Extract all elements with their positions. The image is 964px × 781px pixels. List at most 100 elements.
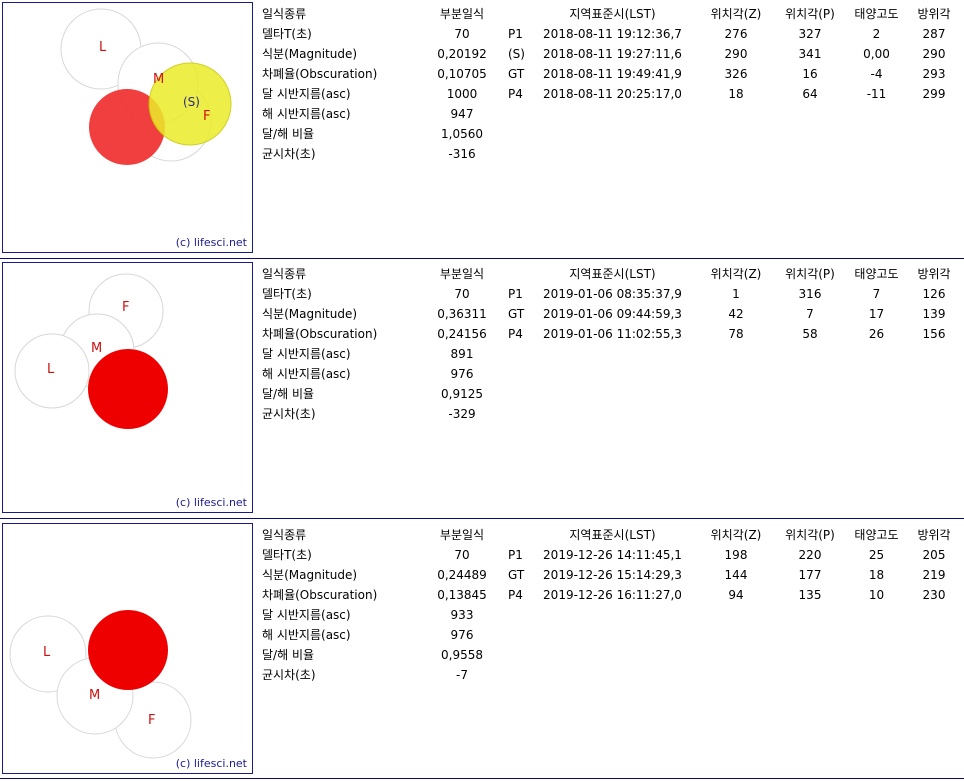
contact-p: 64 xyxy=(802,87,818,101)
az-column-header: 방위각 xyxy=(917,528,951,542)
contact-altitude: 18 xyxy=(868,568,885,582)
contact-code: P4 xyxy=(508,87,523,101)
contact-time: 2018-08-11 19:12:36,7 xyxy=(543,27,682,41)
alt-column-header: 태양고도 xyxy=(854,7,899,21)
contact-altitude: 26 xyxy=(868,327,885,341)
eclipse-diagram: L M F (c) lifesci.net xyxy=(2,523,253,774)
contact-azimuth: 293 xyxy=(922,67,946,81)
time-column-header: 지역표준시(LST) xyxy=(569,528,656,542)
delta-t-value: 70 xyxy=(454,548,470,562)
contact-code: P1 xyxy=(508,287,523,301)
contact-p: 177 xyxy=(798,568,822,582)
magnitude-value: 0,20192 xyxy=(437,47,487,61)
sun-radius-value: 947 xyxy=(450,107,474,121)
section-divider xyxy=(0,778,964,779)
az-column-header: 방위각 xyxy=(917,7,951,21)
contact-time: 2018-08-11 20:25:17,0 xyxy=(543,87,682,101)
last-contact-moon-outline xyxy=(14,333,90,409)
delta-t-label: 델타T(초) xyxy=(262,287,312,301)
label-f: F xyxy=(203,109,210,124)
magnitude-label: 식분(Magnitude) xyxy=(262,568,358,582)
contact-z: 42 xyxy=(728,307,744,321)
contact-time: 2019-01-06 11:02:55,3 xyxy=(543,327,682,341)
section-divider xyxy=(0,258,964,259)
contact-time: 2019-12-26 15:14:29,3 xyxy=(543,568,682,582)
contact-azimuth: 156 xyxy=(922,327,946,341)
ratio-label: 달/해 비율 xyxy=(262,648,315,662)
contact-altitude: 10 xyxy=(868,588,885,602)
contact-azimuth: 230 xyxy=(922,588,946,602)
contact-azimuth: 299 xyxy=(922,87,946,101)
contact-azimuth: 205 xyxy=(922,548,946,562)
equation-of-time-label: 균시차(초) xyxy=(262,668,316,682)
magnitude-value: 0,36311 xyxy=(437,307,487,321)
contact-z: 1 xyxy=(732,287,740,301)
eclipse-diagram-svg: L M F xyxy=(9,610,192,759)
p-column-header: 위치각(P) xyxy=(785,7,835,21)
label-s: (S) xyxy=(183,95,200,109)
moon-radius-label: 달 시반지름(asc) xyxy=(262,347,351,361)
contact-azimuth: 290 xyxy=(922,47,946,61)
credit-text: (c) lifesci.net xyxy=(175,757,247,770)
equation-of-time-value: -316 xyxy=(448,147,476,161)
label-l: L xyxy=(43,645,51,660)
sun-radius-value: 976 xyxy=(450,628,474,642)
credit-text: (c) lifesci.net xyxy=(175,236,247,249)
obscuration-value: 0,13845 xyxy=(437,588,487,602)
az-column-header: 방위각 xyxy=(917,267,951,281)
contact-altitude: 7 xyxy=(872,287,881,301)
ratio-label: 달/해 비율 xyxy=(262,127,315,141)
eclipse-section-2018: L M (S) F (c) lifesci.net 일식종류 부분일식 지역표준… xyxy=(0,2,964,256)
label-m: M xyxy=(153,72,164,87)
eclipse-diagram-svg: F M L xyxy=(14,273,168,429)
contact-p: 327 xyxy=(798,27,822,41)
eclipse-section-2019-12: L M F (c) lifesci.net 일식종류 부분일식 지역표준시(LS… xyxy=(0,523,964,777)
contact-p: 341 xyxy=(798,47,822,61)
contact-code: GT xyxy=(508,307,525,321)
eclipse-type-value: 부분일식 xyxy=(439,528,485,542)
section-divider xyxy=(0,518,964,519)
ratio-value: 0,9125 xyxy=(441,387,483,401)
contact-z: 78 xyxy=(728,327,744,341)
eclipse-diagram: F M L (c) lifesci.net xyxy=(2,262,253,513)
ratio-value: 0,9558 xyxy=(441,648,483,662)
ratio-label: 달/해 비율 xyxy=(262,387,315,401)
contact-code: P4 xyxy=(508,327,523,341)
contact-code: (S) xyxy=(508,47,525,61)
obscuration-label: 차폐율(Obscuration) xyxy=(262,67,378,81)
p-column-header: 위치각(P) xyxy=(785,267,835,281)
contact-azimuth: 139 xyxy=(922,307,946,321)
sun-disk xyxy=(148,62,232,146)
eclipse-type-value: 부분일식 xyxy=(439,267,485,281)
z-column-header: 위치각(Z) xyxy=(710,528,762,542)
contact-p: 58 xyxy=(802,327,818,341)
contact-z: 144 xyxy=(724,568,748,582)
contact-p: 220 xyxy=(798,548,822,562)
sun-radius-label: 해 시반지름(asc) xyxy=(262,367,351,381)
alt-column-header: 태양고도 xyxy=(854,528,899,542)
equation-of-time-value: -329 xyxy=(448,407,476,421)
delta-t-label: 델타T(초) xyxy=(262,27,312,41)
eclipse-type-value: 부분일식 xyxy=(439,7,485,21)
contact-z: 290 xyxy=(724,47,748,61)
contact-altitude: 17 xyxy=(868,307,885,321)
moon-disk xyxy=(89,89,165,165)
contact-time: 2018-08-11 19:49:41,9 xyxy=(543,67,682,81)
label-f: F xyxy=(148,713,155,728)
moon-disk xyxy=(88,610,168,690)
contact-z: 94 xyxy=(728,588,744,602)
eclipse-type-label: 일식종류 xyxy=(262,7,307,21)
z-column-header: 위치각(Z) xyxy=(710,7,762,21)
obscuration-value: 0,10705 xyxy=(437,67,487,81)
contact-time: 2018-08-11 19:27:11,6 xyxy=(543,47,682,61)
ratio-value: 1,0560 xyxy=(441,127,483,141)
contact-time: 2019-01-06 08:35:37,9 xyxy=(543,287,682,301)
contact-p: 135 xyxy=(798,588,822,602)
delta-t-value: 70 xyxy=(454,27,470,41)
contact-altitude: 25 xyxy=(868,548,885,562)
moon-radius-label: 달 시반지름(asc) xyxy=(262,608,351,622)
eclipse-diagram-svg: L M (S) F xyxy=(60,8,232,165)
contact-altitude: -11 xyxy=(866,87,887,101)
moon-radius-value: 1000 xyxy=(446,87,478,101)
delta-t-value: 70 xyxy=(454,287,470,301)
